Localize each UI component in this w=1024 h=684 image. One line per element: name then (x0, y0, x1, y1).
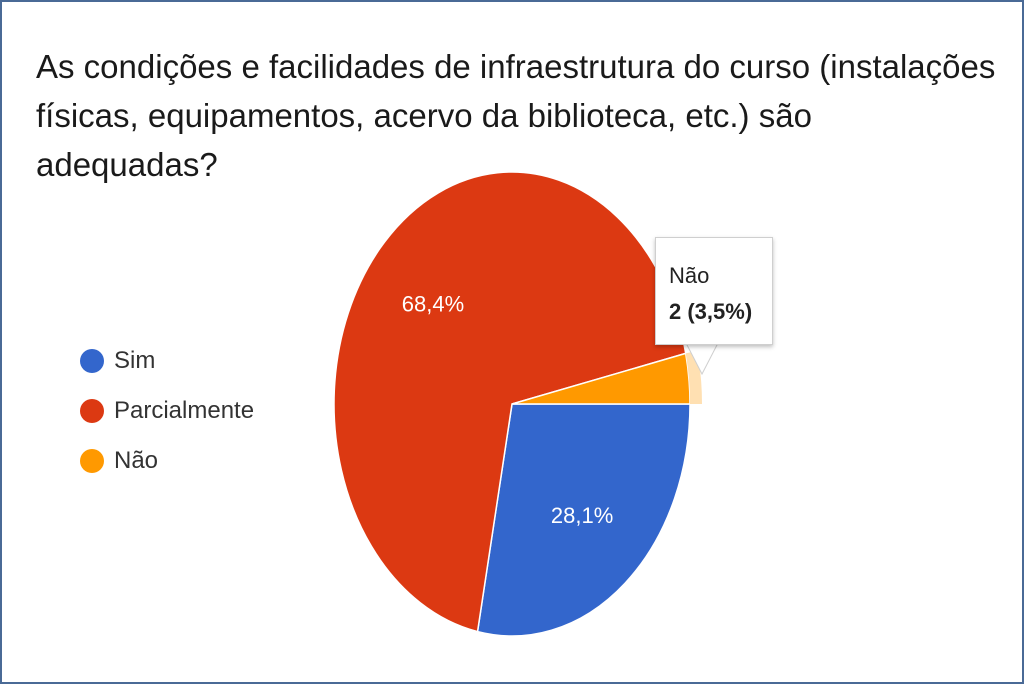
legend-swatch-sim (80, 349, 104, 373)
slice-nao[interactable] (511, 352, 691, 405)
slice-parcialmente[interactable] (333, 171, 687, 633)
legend-label-parcialmente: Parcialmente (114, 397, 255, 424)
tooltip-name: Não (669, 263, 710, 288)
legend: Sim Parcialmente Não (80, 336, 254, 486)
chart-title: As condições e facilidades de infraestru… (36, 48, 996, 183)
legend-item-parcialmente[interactable]: Parcialmente (80, 386, 254, 436)
slice-label-sim: 28,1% (551, 503, 613, 528)
legend-item-sim[interactable]: Sim (80, 336, 254, 386)
legend-item-nao[interactable]: Não (80, 436, 254, 486)
legend-swatch-nao (80, 449, 104, 473)
legend-label-nao: Não (114, 447, 159, 474)
tooltip-pointer (685, 342, 719, 376)
legend-swatch-parcialmente (80, 399, 104, 423)
legend-label-sim: Sim (114, 347, 156, 374)
tooltip-value: 2 (3,5%) (669, 299, 753, 324)
slice-label-parcialmente: 68,4% (402, 292, 464, 317)
slice-tooltip: Não 2 (3,5%) (655, 237, 773, 345)
slice-sim[interactable] (476, 403, 691, 637)
